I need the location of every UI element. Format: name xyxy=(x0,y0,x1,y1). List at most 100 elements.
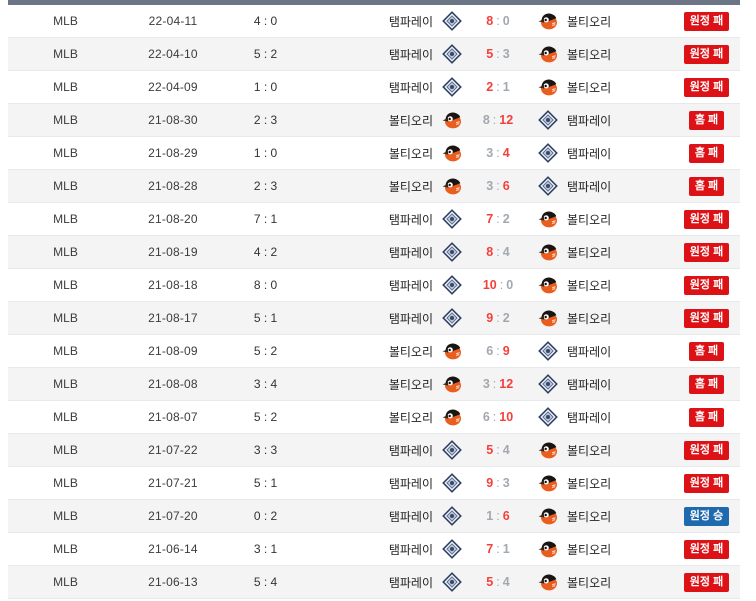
home-team-name: 볼티오리 xyxy=(388,113,433,128)
result-cell: 원정 패 xyxy=(673,440,740,460)
orioles-bird-icon xyxy=(537,209,559,229)
result-badge: 홈 패 xyxy=(688,407,725,427)
game-date: 22-04-09 xyxy=(148,80,198,94)
rays-diamond-icon xyxy=(441,77,463,97)
result-cell: 홈 패 xyxy=(673,374,740,394)
league-label: MLB xyxy=(53,113,78,127)
table-row[interactable]: MLB 22-04-11 4 : 0 탬파레이 8:0 볼티오리 원정 패 xyxy=(8,5,740,38)
orioles-bird-icon xyxy=(441,143,463,163)
rays-diamond-icon xyxy=(441,473,463,493)
score-colon: : xyxy=(496,575,500,589)
orioles-bird-icon xyxy=(537,539,559,559)
away-team-name: 볼티오리 xyxy=(567,509,612,524)
home-team: 탬파레이 xyxy=(308,440,463,460)
game-date: 21-08-20 xyxy=(148,212,198,226)
orioles-bird-icon xyxy=(441,110,463,130)
home-score: 8 xyxy=(486,14,494,28)
half-score: 8 : 0 xyxy=(253,278,278,292)
away-team-name: 볼티오리 xyxy=(567,212,612,227)
home-score: 5 xyxy=(486,443,494,457)
game-date: 21-08-09 xyxy=(148,344,198,358)
away-score: 10 xyxy=(499,410,514,424)
half-score: 5 : 4 xyxy=(253,575,278,589)
home-score: 6 xyxy=(486,344,494,358)
result-cell: 원정 패 xyxy=(673,242,740,262)
table-row[interactable]: MLB 21-07-20 0 : 2 탬파레이 1:6 볼티오리 원정 승 xyxy=(8,500,740,533)
away-team: 볼티오리 xyxy=(533,572,673,592)
league-label: MLB xyxy=(53,509,78,523)
table-row[interactable]: MLB 21-08-28 2 : 3 볼티오리 3:6 탬파레이 홈 패 xyxy=(8,170,740,203)
table-row[interactable]: MLB 21-07-22 3 : 3 탬파레이 5:4 볼티오리 원정 패 xyxy=(8,434,740,467)
table-row[interactable]: MLB 21-08-17 5 : 1 탬파레이 9:2 볼티오리 원정 패 xyxy=(8,302,740,335)
table-row[interactable]: MLB 21-08-19 4 : 2 탬파레이 8:4 볼티오리 원정 패 xyxy=(8,236,740,269)
score-colon: : xyxy=(492,410,497,424)
table-row[interactable]: MLB 21-08-18 8 : 0 탬파레이 10:0 볼티오리 원정 패 xyxy=(8,269,740,302)
table-row[interactable]: MLB 21-08-09 5 : 2 볼티오리 6:9 탬파레이 홈 패 xyxy=(8,335,740,368)
half-score: 1 : 0 xyxy=(253,146,278,160)
orioles-bird-icon xyxy=(537,440,559,460)
away-score: 0 xyxy=(502,14,510,28)
home-score: 10 xyxy=(482,278,497,292)
rays-diamond-icon xyxy=(537,341,559,361)
home-team: 탬파레이 xyxy=(308,77,463,97)
table-row[interactable]: MLB 22-04-09 1 : 0 탬파레이 2:1 볼티오리 원정 패 xyxy=(8,71,740,104)
away-team: 탬파레이 xyxy=(533,407,673,427)
final-score: 9:2 xyxy=(463,311,533,325)
away-team-name: 볼티오리 xyxy=(567,245,612,260)
score-colon: : xyxy=(496,179,500,193)
half-score: 3 : 1 xyxy=(253,542,278,556)
table-row[interactable]: MLB 21-06-13 5 : 4 탬파레이 5:4 볼티오리 원정 패 xyxy=(8,566,740,599)
table-row[interactable]: MLB 22-04-10 5 : 2 탬파레이 5:3 볼티오리 원정 패 xyxy=(8,38,740,71)
orioles-bird-icon xyxy=(537,11,559,31)
away-team-name: 볼티오리 xyxy=(567,47,612,62)
league-label: MLB xyxy=(53,311,78,325)
result-badge: 원정 패 xyxy=(683,77,730,97)
away-team-name: 탬파레이 xyxy=(567,377,612,392)
home-score: 6 xyxy=(482,410,490,424)
home-team-name: 탬파레이 xyxy=(388,311,433,326)
final-score: 9:3 xyxy=(463,476,533,490)
away-team-name: 탬파레이 xyxy=(567,179,612,194)
table-row[interactable]: MLB 21-06-14 3 : 1 탬파레이 7:1 볼티오리 원정 패 xyxy=(8,533,740,566)
away-team: 볼티오리 xyxy=(533,209,673,229)
league-label: MLB xyxy=(53,146,78,160)
home-score: 5 xyxy=(486,47,494,61)
game-date: 21-08-08 xyxy=(148,377,198,391)
result-badge: 원정 패 xyxy=(683,275,730,295)
score-colon: : xyxy=(496,509,500,523)
score-colon: : xyxy=(496,476,500,490)
orioles-bird-icon xyxy=(537,506,559,526)
league-label: MLB xyxy=(53,278,78,292)
home-team-name: 탬파레이 xyxy=(388,245,433,260)
home-team-name: 탬파레이 xyxy=(388,575,433,590)
table-row[interactable]: MLB 21-08-07 5 : 2 볼티오리 6:10 탬파레이 홈 패 xyxy=(8,401,740,434)
result-cell: 원정 패 xyxy=(673,11,740,31)
away-team-name: 볼티오리 xyxy=(567,80,612,95)
result-badge: 홈 패 xyxy=(688,374,725,394)
table-row[interactable]: MLB 21-08-30 2 : 3 볼티오리 8:12 탬파레이 홈 패 xyxy=(8,104,740,137)
result-cell: 원정 패 xyxy=(673,77,740,97)
table-row[interactable]: MLB 21-07-21 5 : 1 탬파레이 9:3 볼티오리 원정 패 xyxy=(8,467,740,500)
final-score: 8:12 xyxy=(463,113,533,127)
table-row[interactable]: MLB 21-08-29 1 : 0 볼티오리 3:4 탬파레이 홈 패 xyxy=(8,137,740,170)
rays-diamond-icon xyxy=(441,209,463,229)
score-colon: : xyxy=(496,80,500,94)
result-badge: 홈 패 xyxy=(688,143,725,163)
home-team: 탬파레이 xyxy=(308,44,463,64)
score-colon: : xyxy=(496,542,500,556)
orioles-bird-icon xyxy=(537,242,559,262)
result-cell: 홈 패 xyxy=(673,143,740,163)
final-score: 3:12 xyxy=(463,377,533,391)
rays-diamond-icon xyxy=(537,176,559,196)
score-colon: : xyxy=(496,47,500,61)
home-team-name: 탬파레이 xyxy=(388,212,433,227)
orioles-bird-icon xyxy=(537,572,559,592)
table-row[interactable]: MLB 21-08-08 3 : 4 볼티오리 3:12 탬파레이 홈 패 xyxy=(8,368,740,401)
away-team: 볼티오리 xyxy=(533,242,673,262)
final-score: 6:9 xyxy=(463,344,533,358)
home-team-name: 볼티오리 xyxy=(388,179,433,194)
table-row[interactable]: MLB 21-08-20 7 : 1 탬파레이 7:2 볼티오리 원정 패 xyxy=(8,203,740,236)
home-team-name: 탬파레이 xyxy=(388,476,433,491)
away-team: 탬파레이 xyxy=(533,341,673,361)
